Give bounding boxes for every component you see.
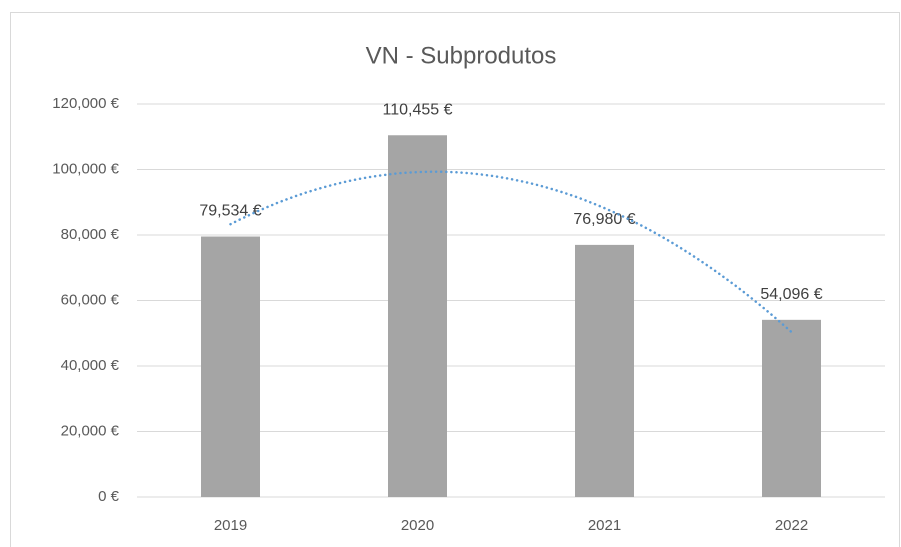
- x-tick-label: 2019: [214, 517, 247, 534]
- bar: [762, 319, 821, 497]
- data-label: 54,096 €: [760, 286, 822, 303]
- bar: [575, 244, 634, 497]
- x-tick-label: 2020: [401, 517, 434, 534]
- y-tick-label: 80,000 €: [61, 226, 120, 243]
- y-tick-label: 100,000 €: [52, 160, 119, 177]
- x-tick-label: 2021: [588, 517, 621, 534]
- chart-title: VN - Subprodutos: [366, 42, 557, 69]
- y-tick-label: 120,000 €: [52, 95, 119, 112]
- trendline: [229, 170, 793, 334]
- data-label: 76,980 €: [573, 211, 635, 228]
- data-label: 79,534 €: [199, 203, 261, 220]
- chart-border: [10, 12, 900, 547]
- y-tick-label: 40,000 €: [61, 357, 120, 374]
- y-tick-label: 0 €: [98, 488, 120, 505]
- x-tick-label: 2022: [775, 517, 808, 534]
- y-tick-label: 20,000 €: [61, 422, 120, 439]
- bar: [388, 135, 447, 497]
- bar: [201, 236, 260, 497]
- y-tick-label: 60,000 €: [61, 291, 120, 308]
- data-label: 110,455 €: [383, 101, 453, 118]
